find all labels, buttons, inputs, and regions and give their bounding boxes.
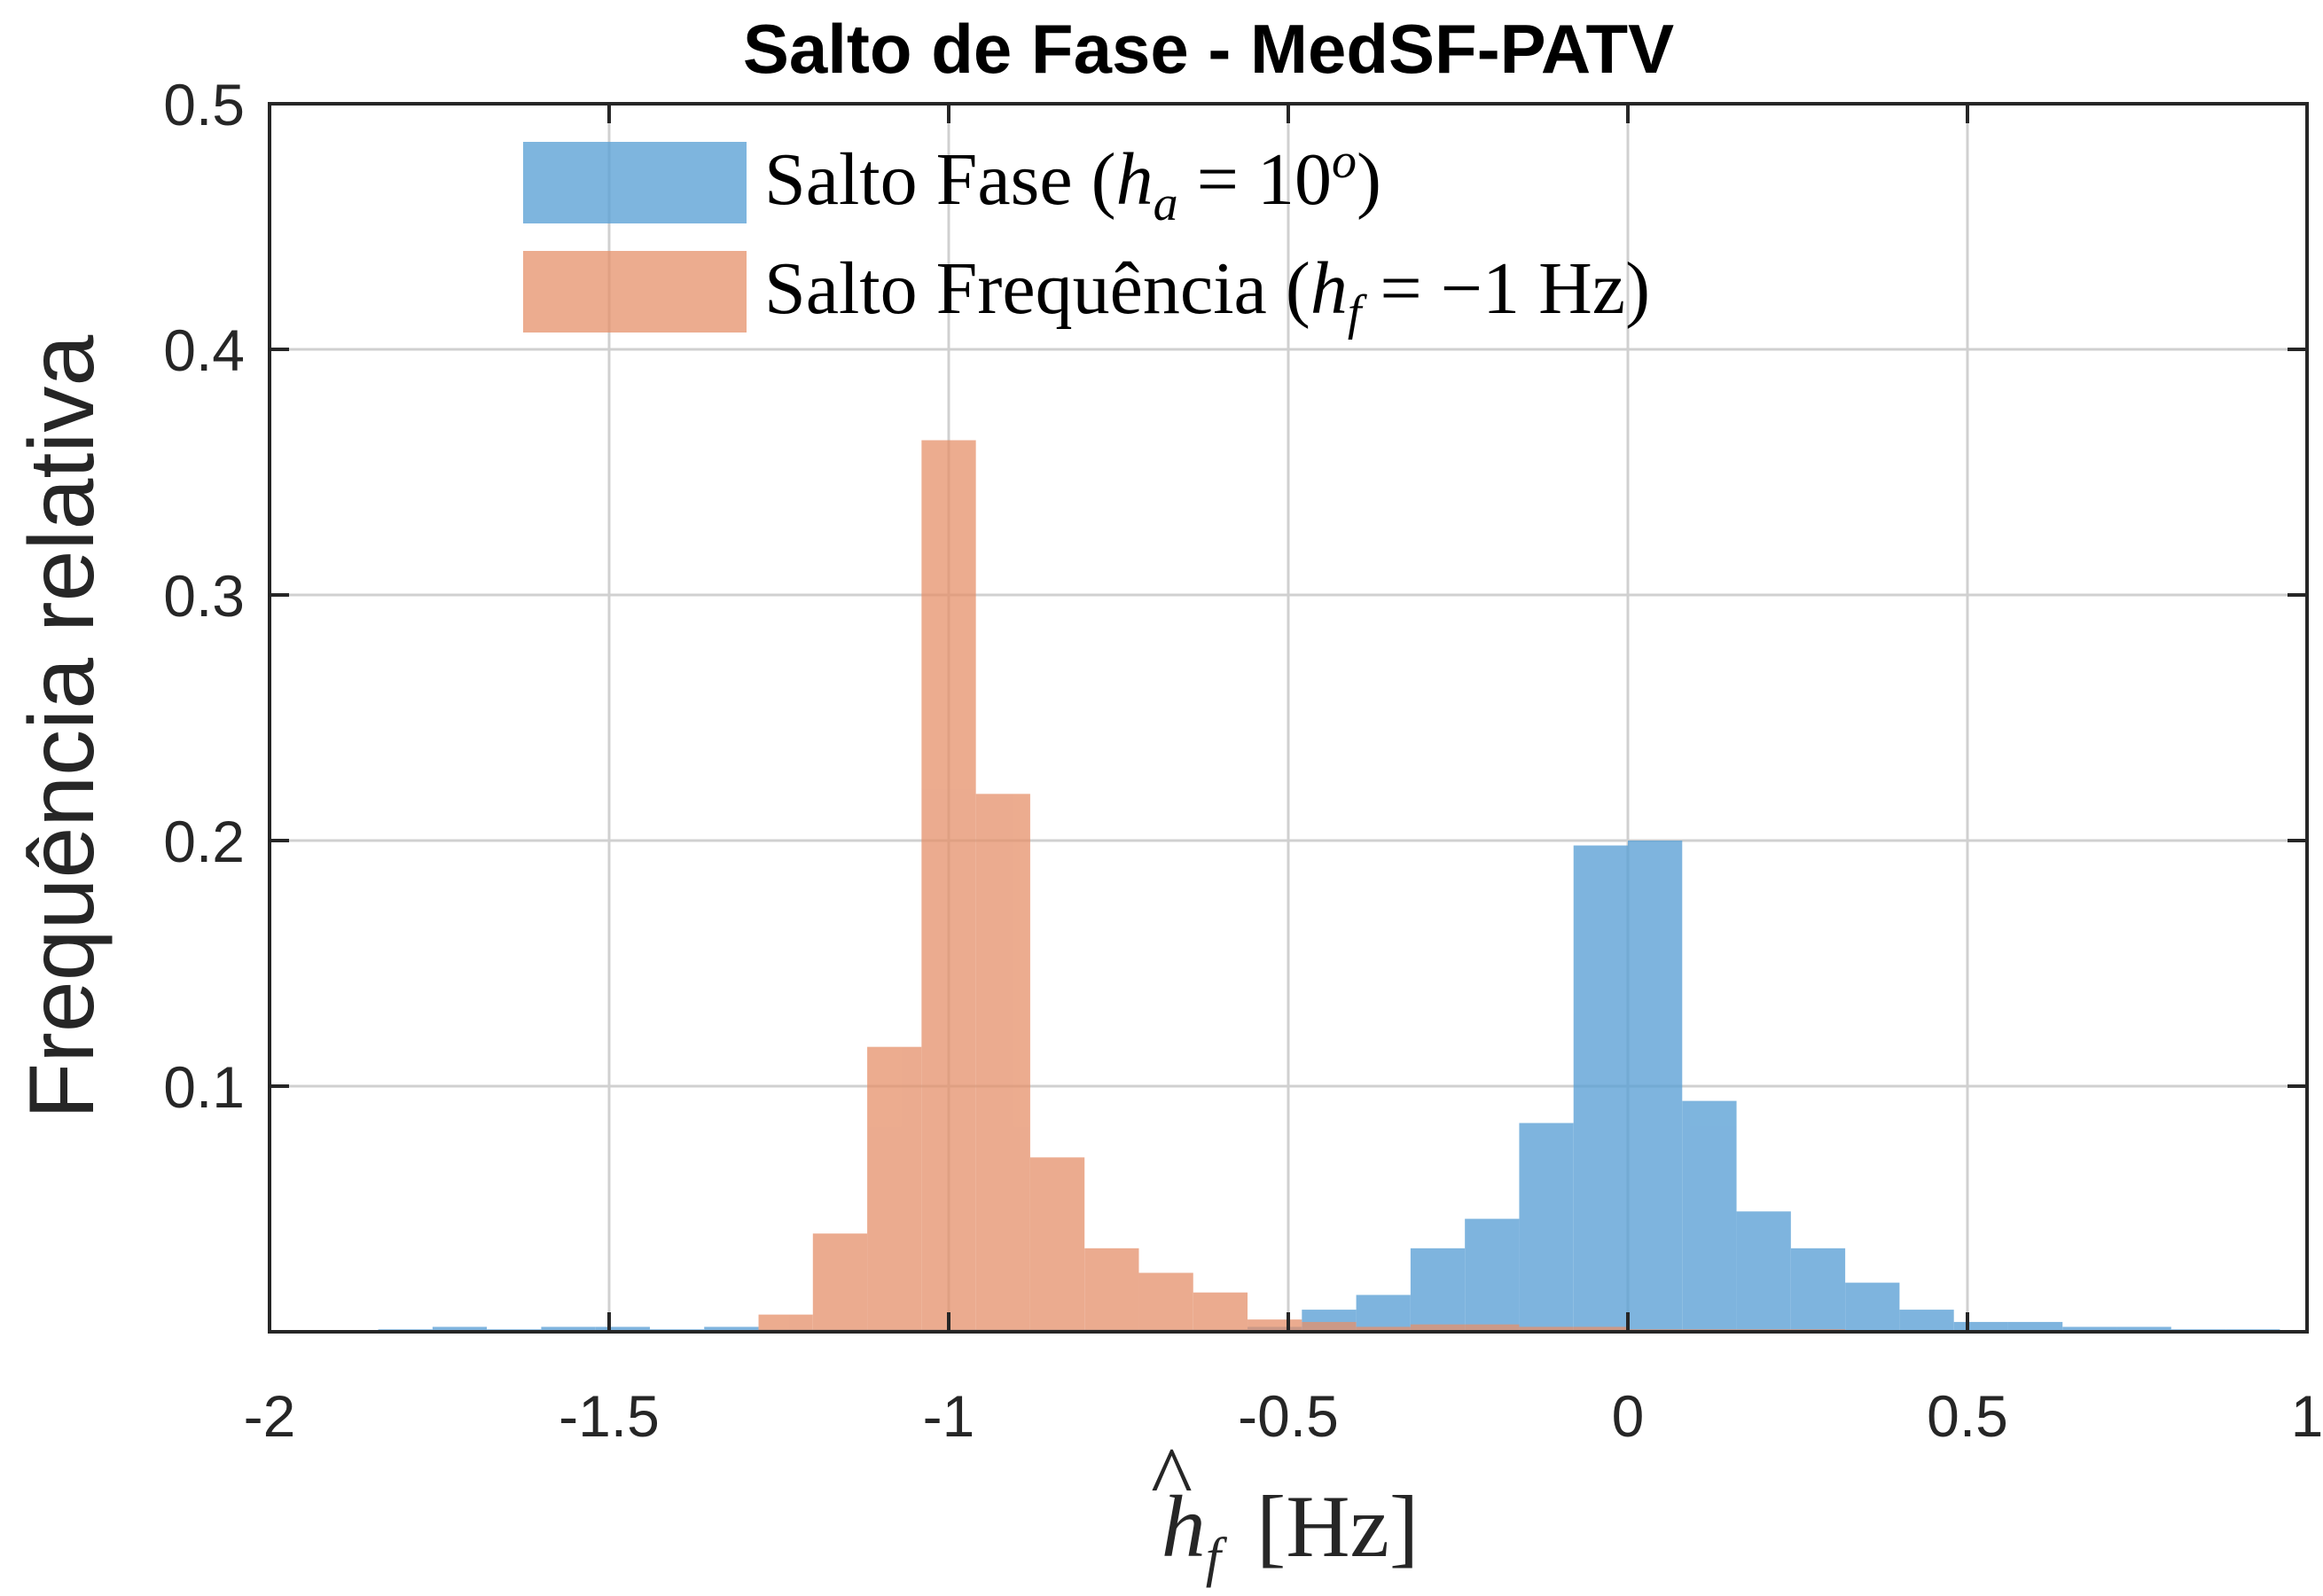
histogram-bar xyxy=(921,440,976,1332)
y-tick-label: 0.3 xyxy=(163,563,245,629)
chart-title: Salto de Fase - MedSF-PATV xyxy=(743,10,1674,88)
histogram-bar xyxy=(1682,1100,1737,1332)
series-salto-frequencia-bars xyxy=(758,440,1846,1332)
histogram-bar xyxy=(1519,1123,1574,1332)
x-tick-labels: -2 -1.5 -1 -0.5 0 0.5 1 xyxy=(244,1383,2323,1449)
legend-label-salto-frequencia: Salto Frequência (hf = −1 Hz) xyxy=(764,247,1650,340)
histogram-bar xyxy=(2116,1326,2171,1332)
histogram-bar xyxy=(1138,1272,1193,1332)
x-label-main: h xyxy=(1162,1477,1206,1576)
histogram-bar xyxy=(1465,1324,1520,1332)
x-label-sub: f xyxy=(1206,1528,1228,1588)
histogram-bar xyxy=(432,1326,488,1332)
x-tick-label: 0.5 xyxy=(1927,1383,2008,1449)
histogram-bar xyxy=(595,1326,650,1332)
histogram-bar xyxy=(1356,1326,1411,1332)
histogram-bar xyxy=(2007,1321,2063,1332)
histogram-bar xyxy=(1029,1157,1085,1332)
x-label-unit: [Hz] xyxy=(1256,1477,1419,1576)
x-label-hat: ^ xyxy=(1151,1428,1193,1527)
histogram-bar xyxy=(1953,1321,2008,1332)
histogram-bar xyxy=(1845,1282,1900,1332)
histogram-bar xyxy=(1573,1326,1628,1332)
y-axis-label: Frequência relativa xyxy=(11,335,113,1120)
series-salto-fase-bars xyxy=(378,841,2280,1332)
histogram-bar xyxy=(1790,1248,1846,1332)
legend-label-salto-fase: Salto Fase (ha = 10o) xyxy=(764,134,1381,231)
axes-box xyxy=(268,102,2309,1334)
histogram-bar xyxy=(1519,1326,1574,1332)
histogram-bar xyxy=(812,1233,868,1332)
histogram-bar xyxy=(1465,1218,1520,1332)
histogram-bar xyxy=(1248,1319,1302,1332)
x-tick-label: -2 xyxy=(244,1383,296,1449)
histogram-bar xyxy=(975,794,1030,1332)
histogram-bar xyxy=(1356,1295,1411,1332)
histogram-bar xyxy=(1410,1248,1466,1332)
x-tick-label: -0.5 xyxy=(1238,1383,1339,1449)
svg-text:hf[Hz]: hf [Hz] xyxy=(1162,1477,1419,1588)
histogram-bar xyxy=(758,1314,813,1332)
histogram-bar xyxy=(1193,1292,1248,1332)
histogram-bar xyxy=(1628,841,1683,1332)
y-tick-label: 0.1 xyxy=(163,1054,245,1120)
x-tick-label: -1 xyxy=(923,1383,975,1449)
histogram-bar xyxy=(1899,1310,1954,1332)
y-tick-label: 0.2 xyxy=(163,809,245,874)
histogram-bar xyxy=(1736,1211,1791,1332)
x-axis-label: hf [Hz] ^ xyxy=(1151,1428,1419,1588)
legend: Salto Fase (ha = 10o) Salto Frequência (… xyxy=(523,134,1650,340)
histogram-bar xyxy=(704,1326,759,1332)
y-tick-labels: 0.1 0.2 0.3 0.4 0.5 xyxy=(163,72,245,1120)
y-tick-label: 0.4 xyxy=(163,317,245,383)
histogram-bar xyxy=(1302,1321,1357,1332)
x-tick-label: -1.5 xyxy=(559,1383,660,1449)
histogram-bar xyxy=(1410,1324,1466,1332)
histogram-bar xyxy=(541,1326,596,1332)
histogram-bar xyxy=(867,1046,922,1332)
histogram-bar xyxy=(1084,1248,1139,1332)
y-tick-label: 0.5 xyxy=(163,72,245,137)
legend-swatch-salto-fase xyxy=(523,142,747,223)
x-tick-label: 0 xyxy=(1612,1383,1645,1449)
histogram-bar xyxy=(2062,1326,2117,1332)
x-tick-label: 1 xyxy=(2291,1383,2323,1449)
legend-swatch-salto-frequencia xyxy=(523,251,747,332)
histogram-bar xyxy=(1573,845,1628,1332)
